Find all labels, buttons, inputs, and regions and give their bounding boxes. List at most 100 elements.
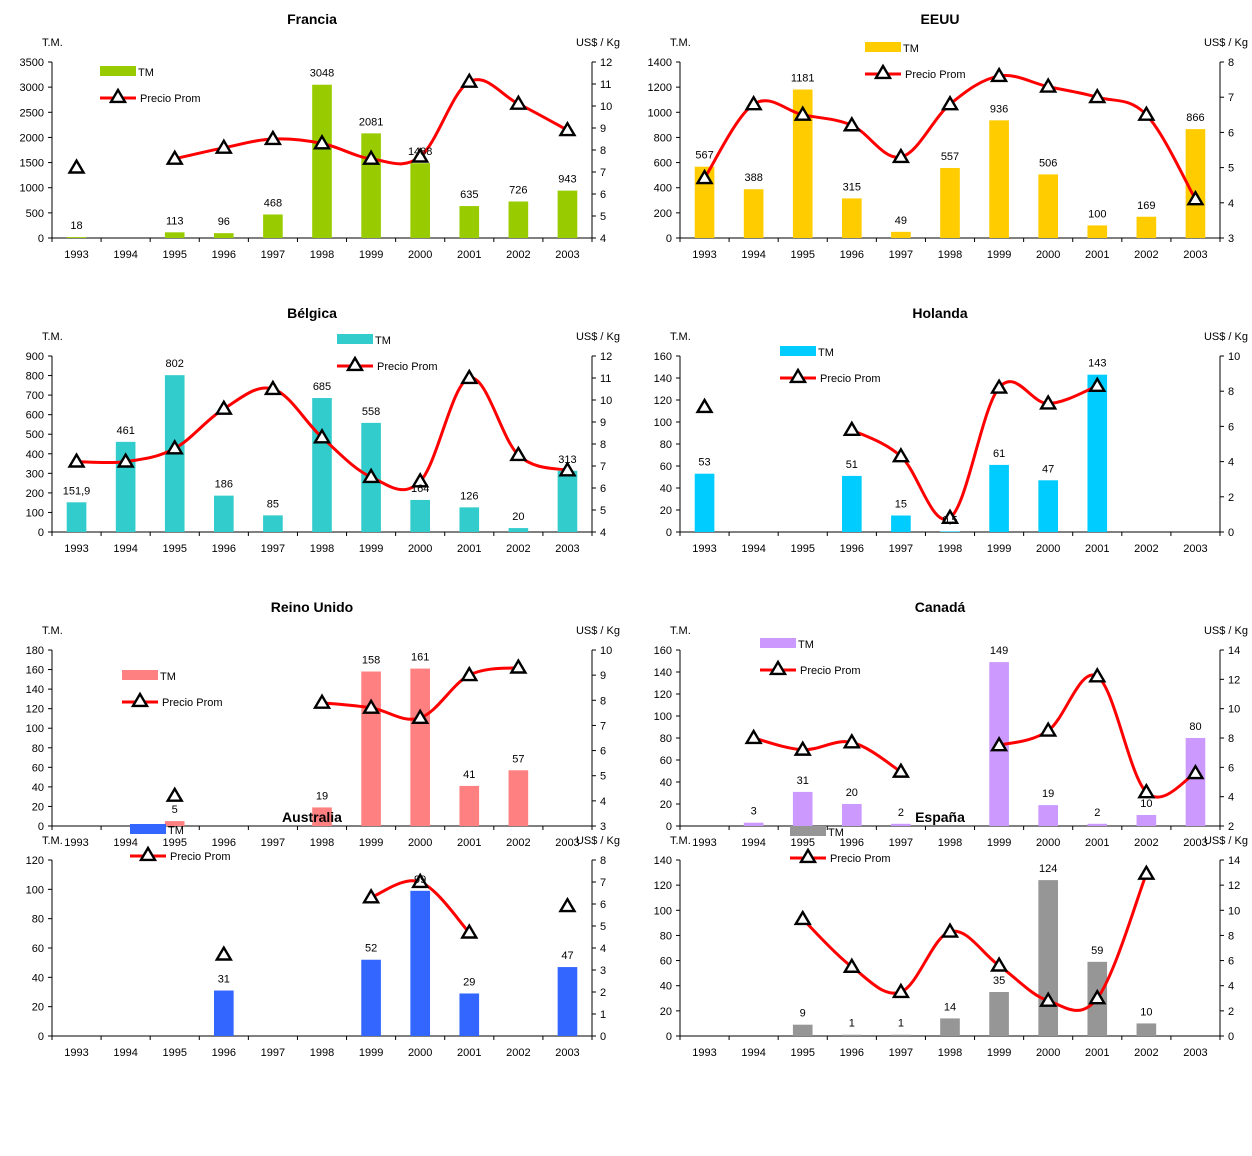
- y-tick-left-label: 180: [26, 645, 44, 657]
- y-tick-right-label: 7: [1228, 92, 1234, 104]
- x-tick-label: 1997: [261, 249, 285, 261]
- bar: [792, 1024, 813, 1036]
- x-tick-label: 1998: [310, 1047, 334, 1059]
- y-tick-right-label: 3: [1228, 233, 1234, 245]
- bar-value-label: 1: [898, 1018, 904, 1030]
- y-tick-left-label: 0: [38, 821, 44, 833]
- chart-title: EEUU: [921, 11, 960, 27]
- y-axis-right-label: US$ / Kg: [576, 37, 620, 49]
- legend-marker: [138, 845, 158, 862]
- y-tick-left-label: 120: [26, 855, 44, 867]
- bar: [66, 237, 87, 238]
- bar: [891, 515, 911, 532]
- y-tick-right-label: 7: [600, 720, 606, 732]
- y-axis-left-label: T.M.: [42, 835, 63, 847]
- x-tick-label: 2002: [506, 543, 530, 555]
- x-tick-label: 2001: [1085, 1047, 1109, 1059]
- legend-swatch-bar: [865, 42, 901, 52]
- x-tick-label: 2002: [1134, 249, 1158, 261]
- price-marker: [989, 66, 1009, 83]
- bar-value-label: 802: [166, 358, 184, 370]
- legend-label-price: Precio Prom: [905, 69, 966, 81]
- y-tick-right-label: 4: [1228, 457, 1234, 469]
- x-tick-label: 2003: [1183, 1047, 1207, 1059]
- price-marker: [695, 397, 714, 414]
- price-marker: [891, 147, 911, 164]
- x-tick-label: 1994: [113, 543, 137, 555]
- price-marker: [460, 665, 479, 682]
- price-marker: [509, 658, 528, 674]
- y-tick-right-label: 6: [600, 483, 606, 495]
- y-tick-left-label: 40: [660, 981, 672, 993]
- y-tick-left-label: 600: [654, 158, 672, 170]
- x-tick-label: 2000: [1036, 837, 1060, 849]
- bar: [361, 671, 381, 826]
- price-marker: [558, 896, 577, 913]
- bar: [557, 967, 578, 1036]
- y-tick-left-label: 2500: [20, 107, 44, 119]
- chart-eeuu: EEUU T.M. US$ / Kg 0 200 400 600 800 1000 1200 140…: [630, 6, 1250, 291]
- x-tick-label: 1998: [938, 1047, 962, 1059]
- legend-label-tm: TM: [903, 43, 919, 55]
- x-tick-label: 2003: [555, 837, 579, 849]
- chart-svg: Francia T.M. US$ / Kg 0 500 1000 1500 2000 2500 3…: [20, 11, 620, 261]
- legend-label-tm: TM: [828, 827, 844, 839]
- bar-value-label: 52: [365, 943, 377, 955]
- y-tick-right-label: 5: [600, 505, 606, 517]
- y-tick-right-label: 3: [600, 965, 606, 977]
- y-tick-right-label: 7: [600, 167, 606, 179]
- legend-swatch-bar: [337, 334, 373, 344]
- bar-value-label: 315: [843, 181, 861, 193]
- bar: [1087, 225, 1108, 238]
- y-tick-left-label: 160: [654, 645, 672, 657]
- x-tick-label: 1995: [162, 837, 186, 849]
- bar-value-label: 20: [512, 511, 524, 523]
- x-tick-label: 2003: [555, 249, 579, 261]
- price-marker: [744, 94, 763, 111]
- bar-value-label: 49: [895, 215, 907, 227]
- x-tick-label: 1994: [113, 249, 137, 261]
- y-tick-right-label: 4: [1228, 792, 1234, 804]
- legend-label-tm: TM: [375, 335, 391, 347]
- y-tick-right-label: 10: [1228, 351, 1240, 363]
- y-tick-left-label: 20: [660, 799, 672, 811]
- bar-value-label: 96: [218, 216, 230, 228]
- bar-value-label: 14: [944, 1001, 956, 1013]
- legend-label-tm: TM: [168, 825, 184, 837]
- bar-value-label: 143: [1088, 358, 1106, 370]
- bar: [1136, 1023, 1157, 1036]
- y-tick-right-label: 14: [1228, 645, 1240, 657]
- y-tick-left-label: 160: [654, 351, 672, 363]
- x-tick-label: 1995: [790, 543, 814, 555]
- price-marker: [1088, 667, 1107, 683]
- bar-value-label: 80: [1189, 721, 1201, 733]
- bar: [214, 233, 234, 238]
- bar: [1038, 880, 1058, 1036]
- chart-holanda: Holanda T.M. US$ / Kg 0 20 40 60 80 100 120 140 160…: [630, 300, 1250, 585]
- y-tick-left-label: 80: [660, 439, 672, 451]
- price-marker: [116, 452, 135, 468]
- price-marker: [460, 72, 479, 88]
- bar-value-label: 313: [558, 454, 576, 466]
- y-tick-left-label: 40: [32, 972, 44, 984]
- x-tick-label: 1996: [840, 1047, 864, 1059]
- bar: [989, 464, 1009, 532]
- bar: [508, 770, 529, 826]
- price-marker: [165, 149, 184, 165]
- y-tick-right-label: 6: [600, 189, 606, 201]
- x-tick-label: 1997: [889, 249, 913, 261]
- bar: [312, 807, 332, 826]
- price-marker: [1186, 189, 1205, 206]
- y-tick-left-label: 140: [654, 373, 672, 385]
- bar: [1185, 738, 1206, 826]
- x-tick-label: 1999: [987, 837, 1011, 849]
- price-marker: [1039, 394, 1058, 410]
- y-tick-left-label: 400: [26, 449, 44, 461]
- bar-value-label: 3048: [310, 68, 334, 80]
- price-marker: [558, 120, 577, 137]
- y-tick-right-label: 11: [600, 373, 611, 385]
- y-tick-left-label: 20: [32, 801, 44, 813]
- y-tick-left-label: 60: [660, 956, 672, 968]
- x-tick-label: 2000: [1036, 249, 1060, 261]
- x-tick-label: 2002: [506, 249, 530, 261]
